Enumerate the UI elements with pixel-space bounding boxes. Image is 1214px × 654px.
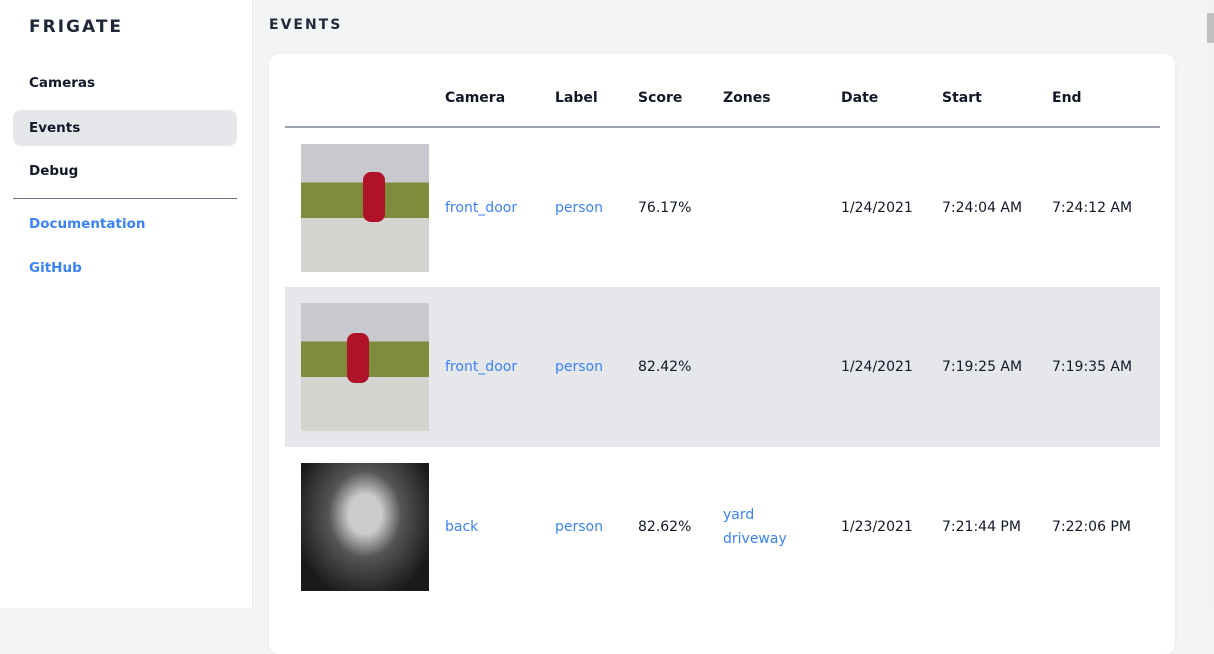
camera-link[interactable]: front_door [445, 359, 518, 375]
page-title: EVENTS [269, 17, 343, 33]
end-time: 7:19:35 AM [1052, 287, 1160, 447]
event-thumbnail[interactable] [301, 303, 429, 431]
zones [723, 127, 841, 287]
zones [723, 287, 841, 447]
zones: yard driveway [723, 447, 841, 607]
documentation-link[interactable]: Documentation [29, 216, 146, 232]
label-link[interactable]: person [555, 199, 603, 216]
score: 82.62% [638, 519, 692, 535]
date: 1/24/2021 [841, 287, 942, 447]
scrollbar-thumb[interactable] [1207, 13, 1214, 43]
github-link[interactable]: GitHub [29, 260, 82, 276]
label-link[interactable]: person [555, 359, 603, 375]
header-zones: Zones [723, 70, 841, 128]
camera-link[interactable]: back [445, 519, 479, 535]
start-time: 7:21:44 PM [942, 519, 1021, 535]
label-link[interactable]: person [555, 519, 603, 535]
zone-link[interactable]: driveway [723, 531, 787, 547]
score: 76.17% [638, 199, 692, 216]
scrollbar[interactable] [1207, 0, 1214, 608]
app-logo: FRIGATE [29, 17, 124, 37]
table-row[interactable]: front_door person 76.17% 1/24/2021 7:24:… [285, 127, 1160, 287]
sidebar-item-cameras[interactable]: Cameras [29, 75, 96, 91]
header-score: Score [638, 70, 723, 128]
sidebar: FRIGATE Cameras Events Debug Documentati… [0, 0, 253, 608]
event-thumbnail[interactable] [301, 143, 429, 272]
date: 1/23/2021 [841, 519, 913, 535]
score: 82.42% [638, 287, 723, 447]
sidebar-item-debug[interactable]: Debug [29, 163, 79, 179]
end-time: 7:24:12 AM [1052, 199, 1133, 216]
events-table: Camera Label Score Zones Date Start End … [285, 70, 1160, 607]
start-time: 7:19:25 AM [942, 287, 1052, 447]
header-thumbnail [285, 70, 445, 128]
table-row[interactable]: front_door person 82.42% 1/24/2021 7:19:… [285, 287, 1160, 447]
header-camera: Camera [445, 70, 555, 128]
zone-link[interactable]: yard [723, 507, 755, 523]
header-end: End [1052, 70, 1160, 128]
camera-link[interactable]: front_door [445, 199, 518, 216]
table-row[interactable]: back person 82.62% yard driveway 1/23/202… [285, 447, 1160, 607]
header-start: Start [942, 70, 1052, 128]
header-label: Label [555, 70, 638, 128]
date: 1/24/2021 [841, 199, 913, 216]
start-time: 7:24:04 AM [942, 199, 1023, 216]
header-date: Date [841, 70, 942, 128]
sidebar-divider [13, 198, 237, 199]
end-time: 7:22:06 PM [1052, 519, 1131, 535]
sidebar-item-events[interactable]: Events [13, 110, 237, 146]
events-card: Camera Label Score Zones Date Start End … [269, 54, 1175, 654]
event-thumbnail[interactable] [301, 463, 429, 591]
